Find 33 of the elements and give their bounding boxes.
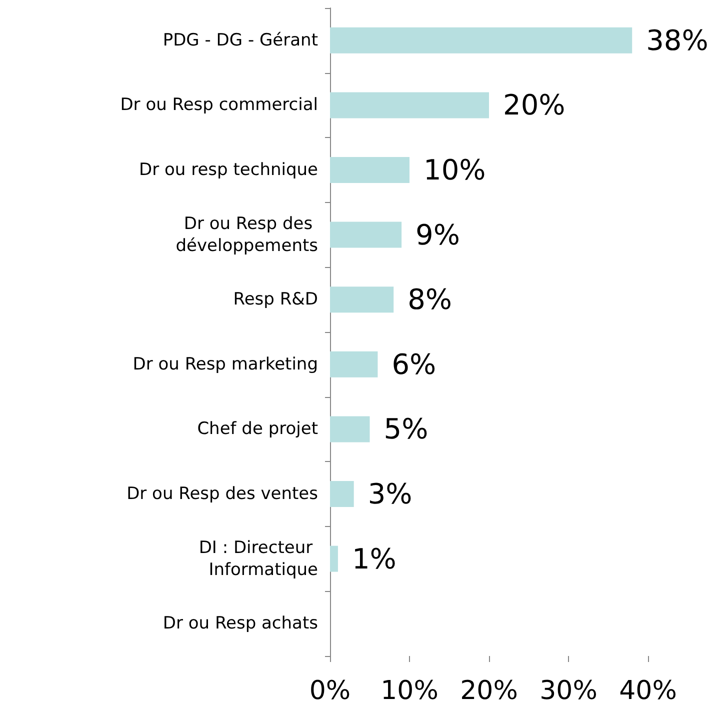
bar <box>330 481 354 507</box>
bar <box>330 286 394 313</box>
y-tick-label: Resp R&D <box>233 290 318 310</box>
y-tick-label: Dr ou Resp des développements <box>176 214 318 256</box>
bar <box>330 416 370 442</box>
bar <box>330 222 402 248</box>
data-label: 38% <box>646 24 708 57</box>
y-tick-label: Dr ou Resp des ventes <box>126 484 318 504</box>
data-label: 10% <box>424 154 486 186</box>
bar <box>330 157 410 183</box>
bar <box>330 27 632 54</box>
x-tick-label: 10% <box>380 676 438 706</box>
data-label: 6% <box>392 348 436 381</box>
data-label: 8% <box>408 283 452 316</box>
bar <box>330 92 489 118</box>
y-tick-label: Dr ou Resp marketing <box>132 354 318 374</box>
data-label: 5% <box>384 412 428 446</box>
y-tick-label: Dr ou resp technique <box>139 160 318 180</box>
data-label: 3% <box>368 478 412 510</box>
x-tick-label: 0% <box>309 676 351 706</box>
y-tick-label: Dr ou Resp commercial <box>120 95 318 116</box>
y-tick-label: DI : Directeur Informatique <box>198 538 318 580</box>
x-tick-label: 20% <box>460 676 518 706</box>
data-label: 20% <box>503 88 566 122</box>
data-label: 9% <box>416 218 460 252</box>
data-label: 1% <box>352 542 396 576</box>
bar <box>330 546 338 572</box>
y-tick-label: PDG - DG - Gérant <box>162 30 318 50</box>
y-tick-label: Chef de projet <box>197 419 318 440</box>
x-tick-label: 30% <box>540 676 598 706</box>
bar <box>330 351 378 378</box>
y-tick-label: Dr ou Resp achats <box>162 614 318 634</box>
x-tick-label: 40% <box>619 676 677 706</box>
